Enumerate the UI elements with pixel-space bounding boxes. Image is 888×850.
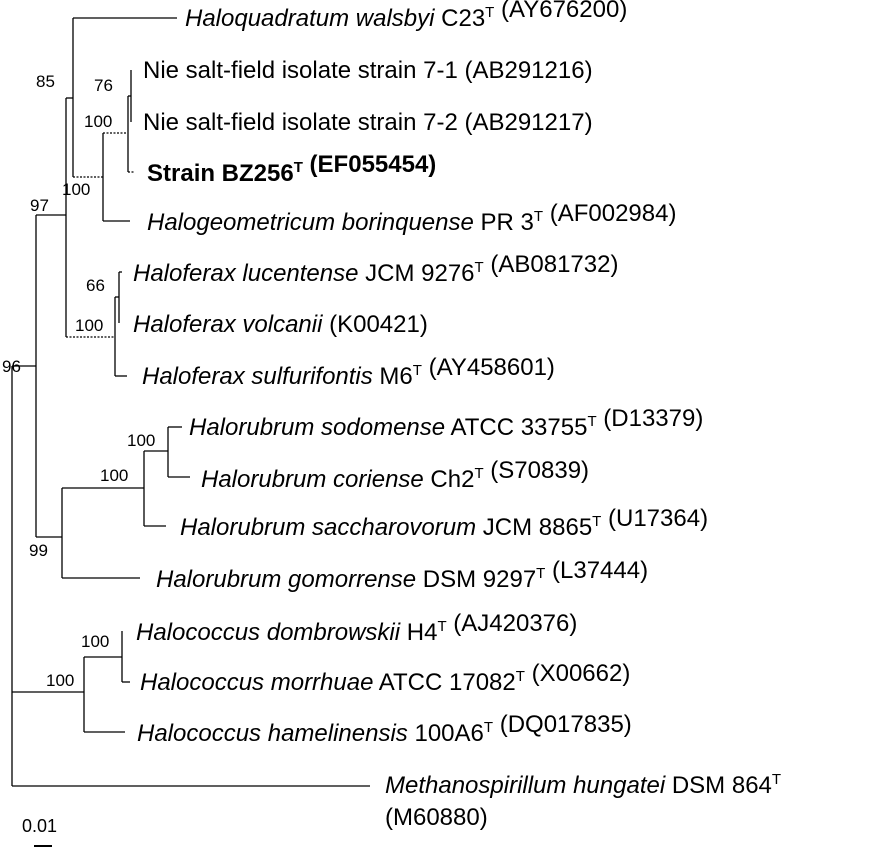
taxon-accession-ms-hungatei: (M60880)	[385, 804, 488, 831]
bootstrap-value: 96	[2, 357, 21, 376]
taxon-label-hc-dombrowskii: Halococcus dombrowskii H4T (AJ420376)	[136, 610, 577, 646]
taxon-label-ms-hungatei: Methanospirillum hungatei DSM 864T	[385, 771, 781, 799]
taxon-label-hf-sulfurifontis: Haloferax sulfurifontis M6T (AY458601)	[142, 354, 555, 390]
taxon-label-hq-walsbyi: Haloquadratum walsbyi C23T (AY676200)	[185, 0, 627, 32]
taxon-label-hr-sodomense: Halorubrum sodomense ATCC 33755T (D13379…	[189, 405, 703, 441]
taxon-label-hc-hamelinensis: Halococcus hamelinensis 100A6T (DQ017835…	[137, 711, 632, 747]
tree-branches	[11, 17, 370, 847]
bootstrap-value: 100	[127, 431, 155, 450]
leaf-labels: Haloquadratum walsbyi C23T (AY676200) Nie…	[133, 0, 781, 831]
bootstrap-value: 100	[81, 632, 109, 651]
taxon-label-strain-bz256: Strain BZ256T (EF055454)	[147, 151, 436, 187]
scale-label: 0.01	[22, 816, 57, 836]
taxon-label-hf-volcanii: Haloferax volcanii (K00421)	[133, 311, 428, 338]
taxon-label-nie-7-2: Nie salt-field isolate strain 7-2 (AB291…	[143, 109, 593, 136]
bootstrap-value: 100	[100, 466, 128, 485]
taxon-label-hf-lucentense: Haloferax lucentense JCM 9276T (AB081732…	[133, 251, 618, 287]
bootstrap-values: 85 76 100 100 97 66 100 96 100 100 99 100 100	[2, 72, 155, 690]
taxon-label-hr-saccharovorum: Halorubrum saccharovorum JCM 8865T (U173…	[180, 505, 708, 541]
taxon-label-hg-borinquense: Halogeometricum borinquense PR 3T (AF002…	[147, 200, 676, 236]
taxon-label-hr-gomorrense: Halorubrum gomorrense DSM 9297T (L37444)	[156, 557, 648, 593]
bootstrap-value: 97	[30, 196, 49, 215]
bootstrap-value: 66	[86, 276, 105, 295]
bootstrap-value: 85	[36, 72, 55, 91]
bootstrap-value: 100	[46, 671, 74, 690]
taxon-label-nie-7-1: Nie salt-field isolate strain 7-1 (AB291…	[143, 57, 593, 84]
taxon-label-hc-morrhuae: Halococcus morrhuae ATCC 17082T (X00662)	[140, 660, 630, 696]
bootstrap-value: 76	[94, 76, 113, 95]
bootstrap-value: 100	[62, 180, 90, 199]
bootstrap-value: 100	[84, 112, 112, 131]
bootstrap-value: 100	[75, 316, 103, 335]
bootstrap-value: 99	[29, 541, 48, 560]
taxon-label-hr-coriense: Halorubrum coriense Ch2T (S70839)	[201, 457, 589, 493]
